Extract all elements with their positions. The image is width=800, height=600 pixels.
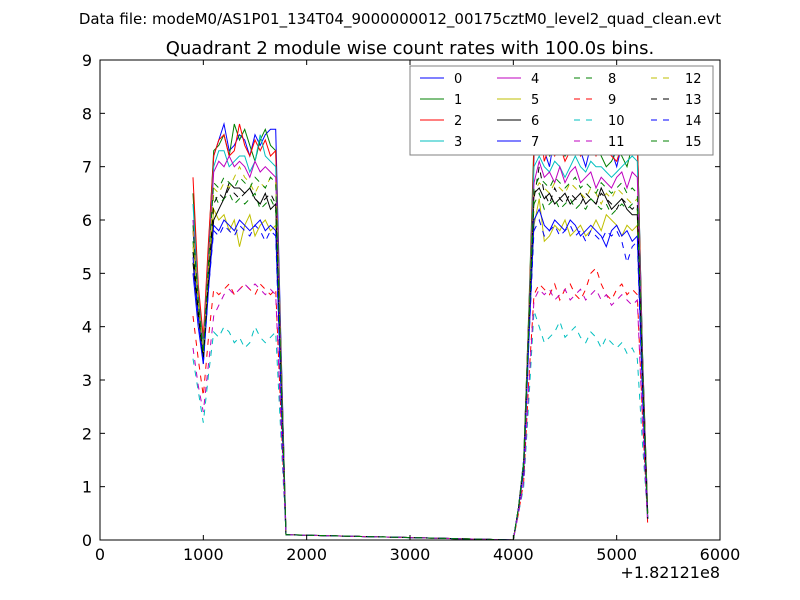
legend-label-2: 2	[454, 114, 462, 129]
series-line-3	[192, 134, 649, 541]
legend-label-3: 3	[454, 135, 462, 150]
series-line-4	[192, 154, 649, 541]
x-tick-label: 3000	[390, 545, 431, 564]
y-tick-label: 8	[82, 104, 92, 123]
series-line-6	[192, 181, 649, 541]
legend-label-14: 14	[685, 114, 702, 129]
plot-frame	[99, 59, 721, 541]
x-tick-label: 4000	[493, 545, 534, 564]
chart-suptitle: Data file: modeM0/AS1P01_134T04_90000000…	[79, 10, 721, 29]
y-tick-label: 2	[82, 424, 92, 443]
y-tick-label: 6	[82, 211, 92, 230]
legend-label-10: 10	[608, 114, 625, 129]
x-offset-label: +1.82121e8	[620, 563, 720, 582]
series-line-0	[192, 118, 649, 541]
series-line-8	[192, 191, 649, 541]
y-tick-label: 5	[82, 264, 92, 283]
x-tick-label: 0	[95, 545, 105, 564]
y-tick-label: 7	[82, 158, 92, 177]
legend-label-12: 12	[685, 72, 702, 87]
legend-label-5: 5	[531, 93, 539, 108]
legend-label-9: 9	[608, 93, 616, 108]
x-tick-label: 6000	[700, 545, 741, 564]
x-tick-label: 5000	[596, 545, 637, 564]
y-tick-label: 4	[82, 318, 92, 337]
plot-lines	[192, 118, 649, 541]
legend-label-11: 11	[608, 135, 625, 150]
legend-label-6: 6	[531, 114, 539, 129]
series-line-14	[192, 218, 649, 541]
legend-label-15: 15	[685, 135, 702, 150]
legend-label-8: 8	[608, 72, 616, 87]
y-tick-label: 1	[82, 478, 92, 497]
series-line-7	[192, 207, 649, 541]
series-line-9	[192, 267, 649, 541]
x-tick-label: 2000	[286, 545, 327, 564]
series-line-5	[192, 198, 649, 541]
chart-title: Quadrant 2 module wise count rates with …	[166, 38, 655, 59]
series-line-15	[192, 176, 649, 541]
y-tick-label: 9	[82, 51, 92, 70]
legend-label-0: 0	[454, 72, 462, 87]
legend-box	[409, 65, 714, 156]
legend-label-7: 7	[531, 135, 539, 150]
series-line-11	[192, 283, 649, 541]
series-line-10	[192, 310, 649, 541]
legend-label-4: 4	[531, 72, 539, 87]
series-line-12	[192, 165, 649, 541]
x-tick-label: 1000	[183, 545, 224, 564]
legend-label-1: 1	[454, 93, 462, 108]
y-tick-label: 0	[82, 531, 92, 550]
legend-label-13: 13	[685, 93, 702, 108]
y-tick-label: 3	[82, 371, 92, 390]
